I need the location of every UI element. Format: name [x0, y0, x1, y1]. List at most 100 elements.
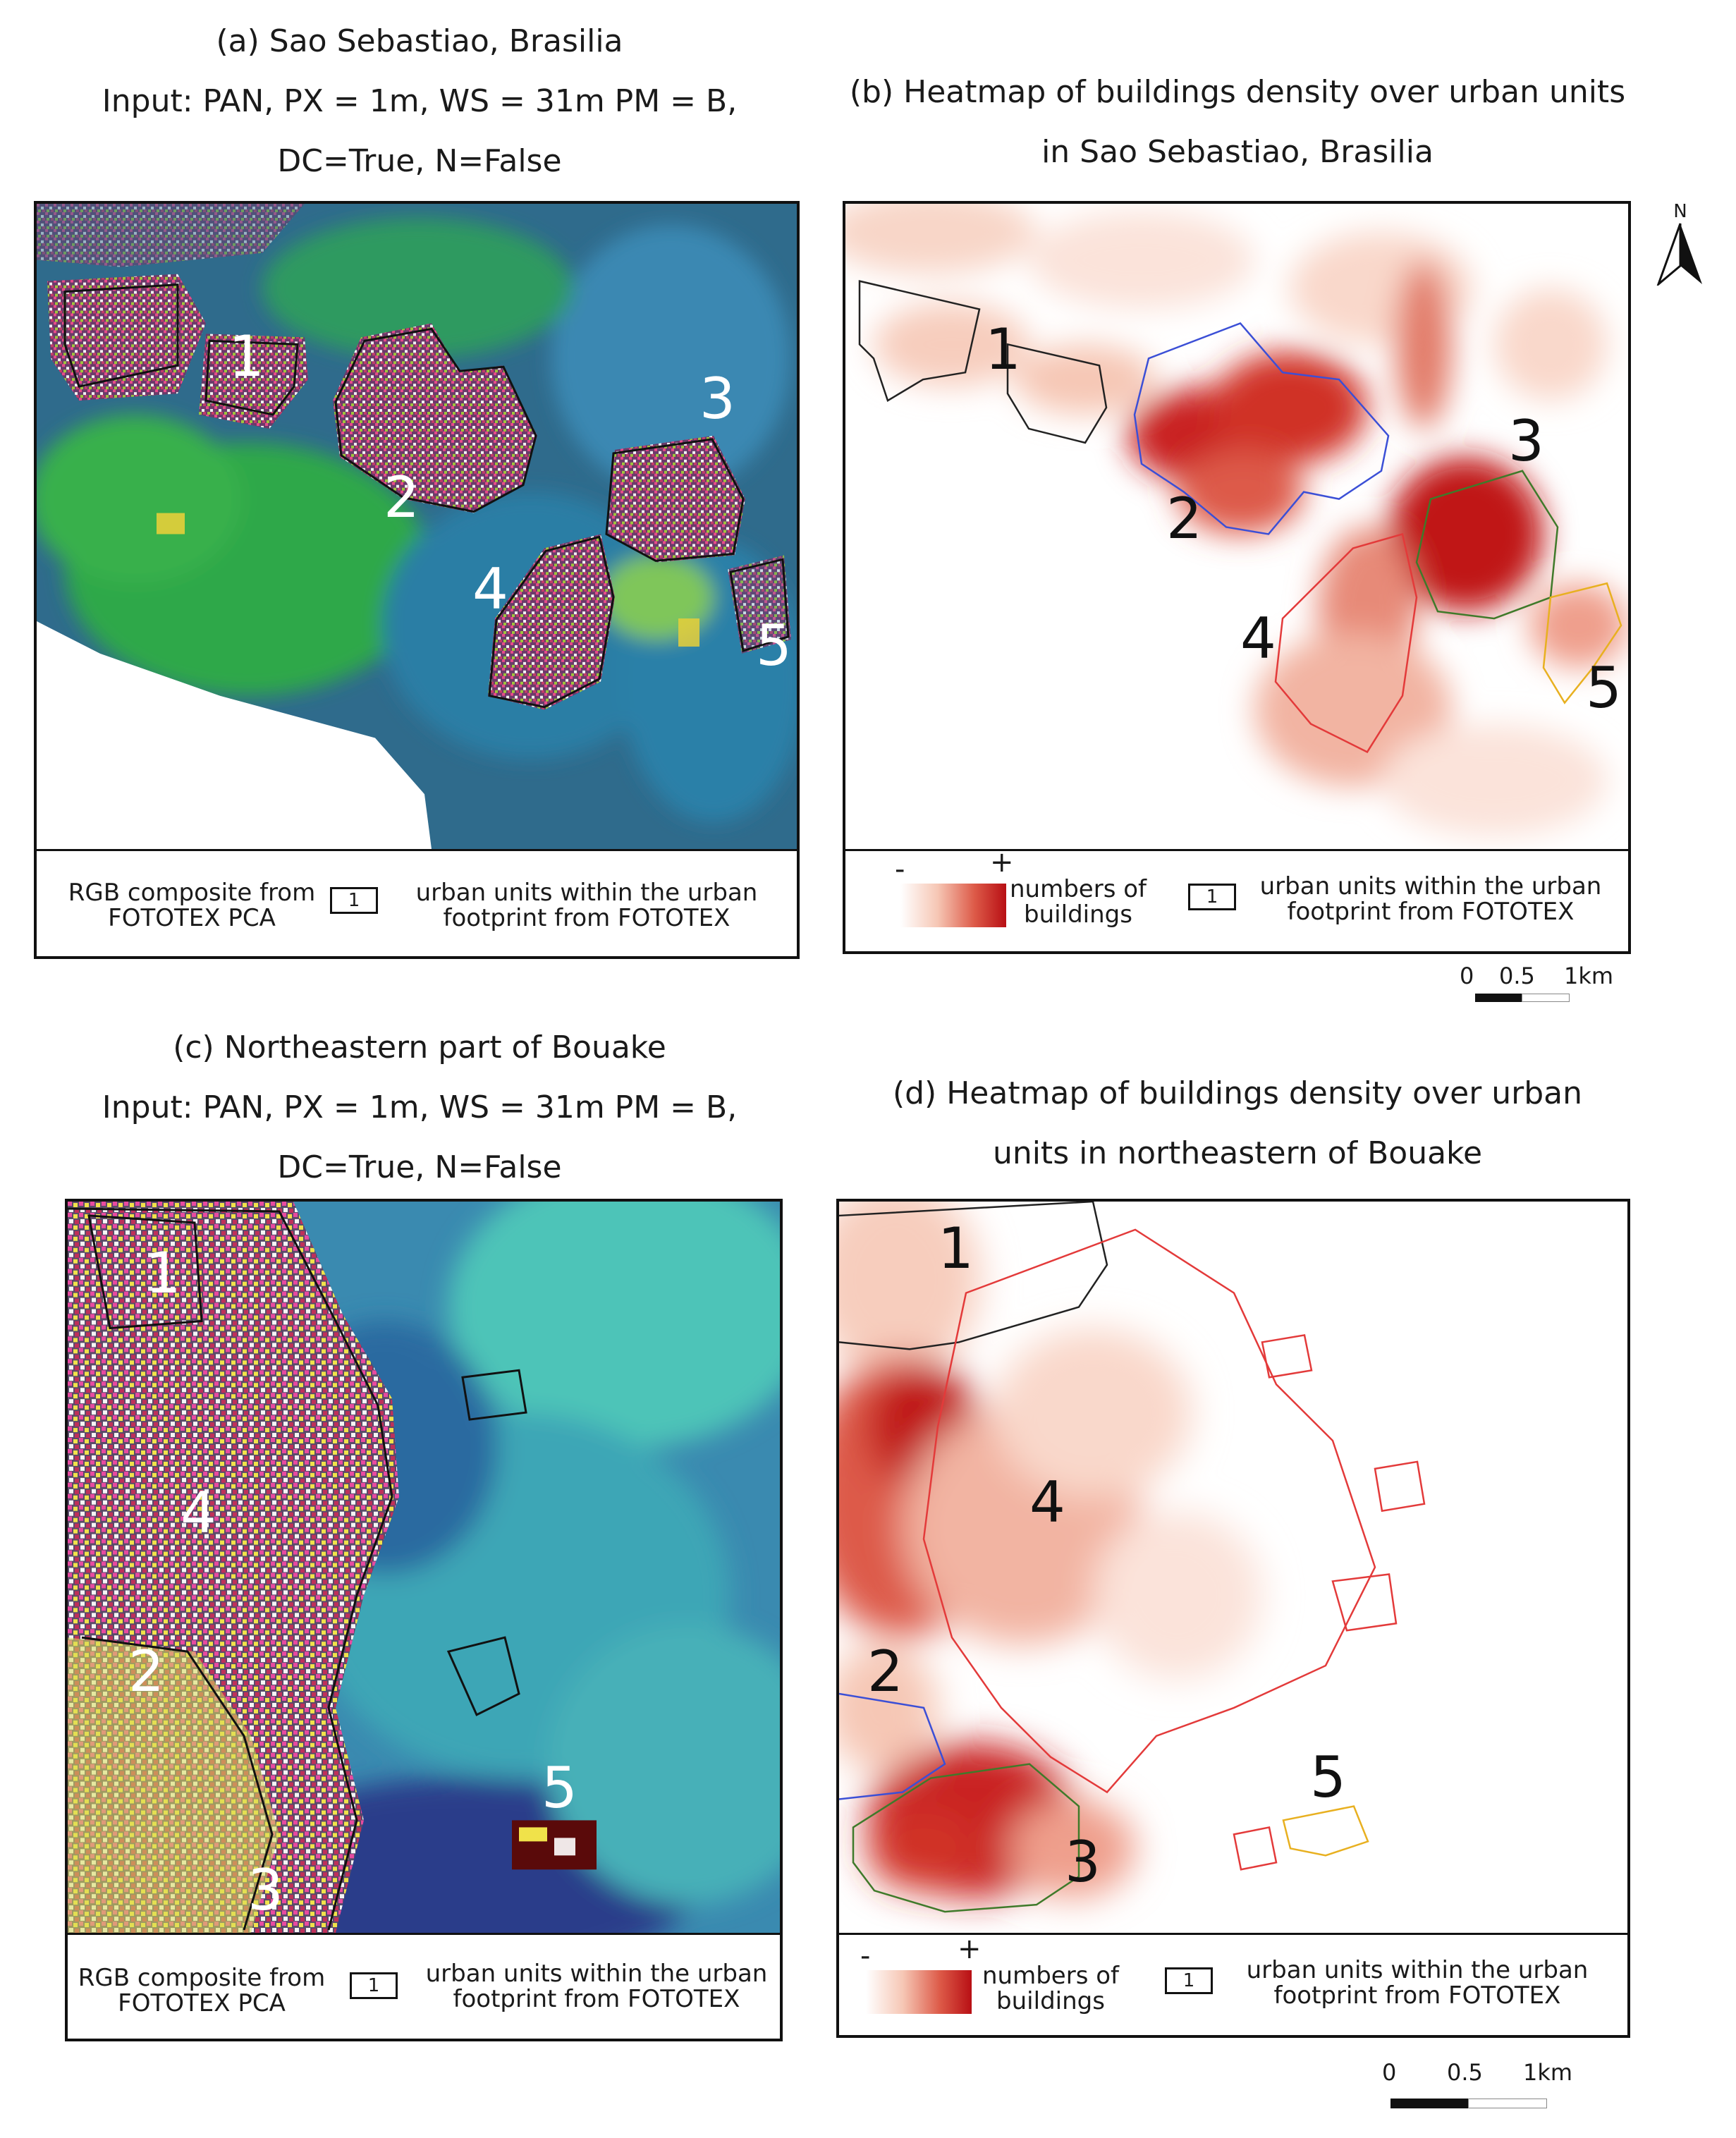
panel-d-legend-minus: -: [860, 1940, 871, 1972]
panel-c-legend-unit-box: 1: [350, 1972, 398, 1999]
panel-c-subtitle-2: DC=True, N=False: [277, 1149, 562, 1185]
panel-b-scale-0: 0: [1460, 963, 1474, 989]
panel-d: 1 2 3 4 5 - + numbers of buildings 1 urb…: [836, 1199, 1630, 2038]
panel-c-label-1: 1: [145, 1240, 181, 1306]
panel-b-unit-4-outline: [1274, 532, 1418, 754]
panel-b-unit-2-outline: [1133, 322, 1390, 535]
panel-c-unit-small-1-outline: [446, 1636, 520, 1716]
panel-a-unit-5-outline: [729, 558, 790, 652]
panel-d-label-1: 1: [938, 1216, 974, 1281]
panel-c-label-3: 3: [247, 1857, 283, 1923]
panel-d-unit-small-4-outline: [1233, 1826, 1278, 1871]
panel-d-label-3: 3: [1065, 1829, 1101, 1895]
north-arrow: N: [1656, 201, 1705, 288]
panel-c-label-2: 2: [128, 1639, 164, 1704]
panel-c-unit-outline-south: [81, 1636, 274, 1931]
panel-a-legend-composite: RGB composite from FOTOTEX PCA: [68, 879, 316, 932]
panel-b-legend-unit-box: 1: [1188, 884, 1236, 910]
panel-a-label-4: 4: [472, 556, 508, 622]
panel-b-scale-05: 0.5: [1499, 963, 1535, 989]
panel-b-scale-white: [1522, 994, 1570, 1002]
panel-b-title: (b) Heatmap of buildings density over ur…: [849, 74, 1626, 110]
panel-c-legend-composite: RGB composite from FOTOTEX PCA: [78, 1964, 326, 2017]
panel-c-title: (c) Northeastern part of Bouake: [173, 1030, 666, 1065]
panel-a-subtitle-2: DC=True, N=False: [277, 143, 562, 179]
panel-c-map-image: [68, 1202, 780, 1933]
panel-c-map: 1 2 3 4 5: [68, 1202, 780, 1935]
panel-d-heatmap: [839, 1202, 1627, 1933]
panel-a-unit-3-outline: [605, 438, 745, 562]
panel-d-legend-units: urban units within the urban footprint f…: [1246, 1956, 1589, 2010]
panel-d-legend: - + numbers of buildings 1 urban units w…: [839, 1935, 1627, 2035]
panel-a-map: 1 2 3 4 5: [37, 204, 797, 851]
panel-d-legend-unit-box: 1: [1165, 1967, 1213, 1994]
panel-b-legend-plus: +: [990, 846, 1014, 879]
panel-b-heatmap: [845, 204, 1628, 849]
panel-a-unit-4-outline: [488, 535, 615, 709]
panel-d-unit-5-outline: [1282, 1805, 1369, 1857]
panel-c-legend: RGB composite from FOTOTEX PCA 1 urban u…: [68, 1936, 780, 2039]
panel-d-unit-small-1-outline: [1261, 1334, 1313, 1379]
panel-b-label-2: 2: [1166, 486, 1202, 551]
panel-a: 1 2 3 4 5 RGB composite from FOTOTEX PCA…: [34, 201, 800, 959]
panel-b-legend-units: urban units within the urban footprint f…: [1259, 872, 1602, 926]
panel-b-label-3: 3: [1508, 408, 1544, 474]
panel-d-label-5: 5: [1310, 1745, 1346, 1810]
panel-d-scale-1km: 1km: [1523, 2059, 1573, 2086]
panel-a-title: (a) Sao Sebastiao, Brasilia: [216, 23, 623, 59]
north-arrow-icon: [1656, 223, 1702, 288]
panel-b-scale-bar: 0 0.5 1km: [1460, 963, 1636, 1005]
panel-d-unit-small-3-outline: [1374, 1460, 1426, 1513]
panel-a-legend-unit-box: 1: [330, 887, 378, 914]
panel-a-label-2: 2: [384, 465, 420, 530]
panel-b-label-1: 1: [985, 317, 1021, 382]
panel-b-scale-1km: 1km: [1564, 963, 1614, 989]
panel-d-scale-black: [1390, 2099, 1468, 2108]
panel-d-unit-1-outline: [839, 1202, 1108, 1350]
panel-b-unit-3-outline: [1415, 470, 1559, 620]
panel-d-map: 1 2 3 4 5: [839, 1202, 1627, 1935]
panel-b: 1 2 3 4 5 - + numbers of buildings 1 urb…: [843, 201, 1631, 954]
panel-a-label-3: 3: [699, 366, 735, 432]
north-label: N: [1673, 201, 1687, 222]
panel-d-title: (d) Heatmap of buildings density over ur…: [892, 1075, 1583, 1111]
panel-d-unit-2-outline: [839, 1692, 946, 1800]
panel-d-unit-small-2-outline: [1331, 1573, 1398, 1632]
panel-d-unit-4-outline: [922, 1228, 1376, 1794]
panel-d-label-4: 4: [1029, 1470, 1065, 1535]
panel-b-unit-5-outline: [1542, 582, 1622, 704]
panel-c-unit-outline-main: [68, 1207, 393, 1931]
panel-c-legend-units: urban units within the urban footprint f…: [425, 1960, 768, 2013]
panel-b-unit-1a-outline: [858, 280, 981, 402]
panel-b-label-4: 4: [1240, 606, 1276, 671]
panel-d-legend-density: numbers of buildings: [982, 1962, 1119, 2015]
panel-d-unit-3-outline: [852, 1763, 1080, 1913]
panel-d-scale-white: [1468, 2099, 1547, 2108]
panel-b-subtitle: in Sao Sebastiao, Brasilia: [1041, 134, 1434, 170]
panel-d-label-2: 2: [867, 1639, 903, 1704]
panel-d-scale-bar: 0 0.5 1km: [1382, 2059, 1608, 2115]
panel-b-scale-black: [1475, 994, 1522, 1002]
panel-b-unit-1b-outline: [1006, 343, 1108, 444]
panel-b-legend: - + numbers of buildings 1 urban units w…: [845, 848, 1628, 951]
panel-b-legend-density: numbers of buildings: [1010, 875, 1147, 929]
panel-a-unit-1b-outline: [204, 339, 299, 416]
panel-d-legend-gradient: [866, 1970, 972, 2014]
panel-a-legend-units: urban units within the urban footprint f…: [415, 879, 758, 932]
panel-c-label-4: 4: [181, 1480, 216, 1546]
panel-c-unit-small-2-outline: [461, 1369, 527, 1421]
panel-b-legend-gradient: [900, 884, 1006, 927]
panel-d-subtitle: units in northeastern of Bouake: [992, 1135, 1483, 1171]
panel-d-scale-05: 0.5: [1447, 2059, 1483, 2086]
panel-a-unit-2-outline: [334, 327, 537, 513]
panel-b-label-5: 5: [1586, 655, 1622, 721]
panel-c-label-5: 5: [542, 1755, 577, 1821]
panel-d-legend-plus: +: [958, 1933, 982, 1965]
panel-a-unit-1a-outline: [63, 283, 179, 388]
panel-a-legend: RGB composite from FOTOTEX PCA 1 urban u…: [37, 850, 797, 956]
panel-b-map: 1 2 3 4 5: [845, 204, 1628, 851]
panel-a-map-image: [37, 204, 797, 849]
panel-c-unit-1-outline: [87, 1214, 203, 1330]
panel-a-label-1: 1: [228, 324, 264, 389]
panel-d-scale-0: 0: [1382, 2059, 1397, 2086]
